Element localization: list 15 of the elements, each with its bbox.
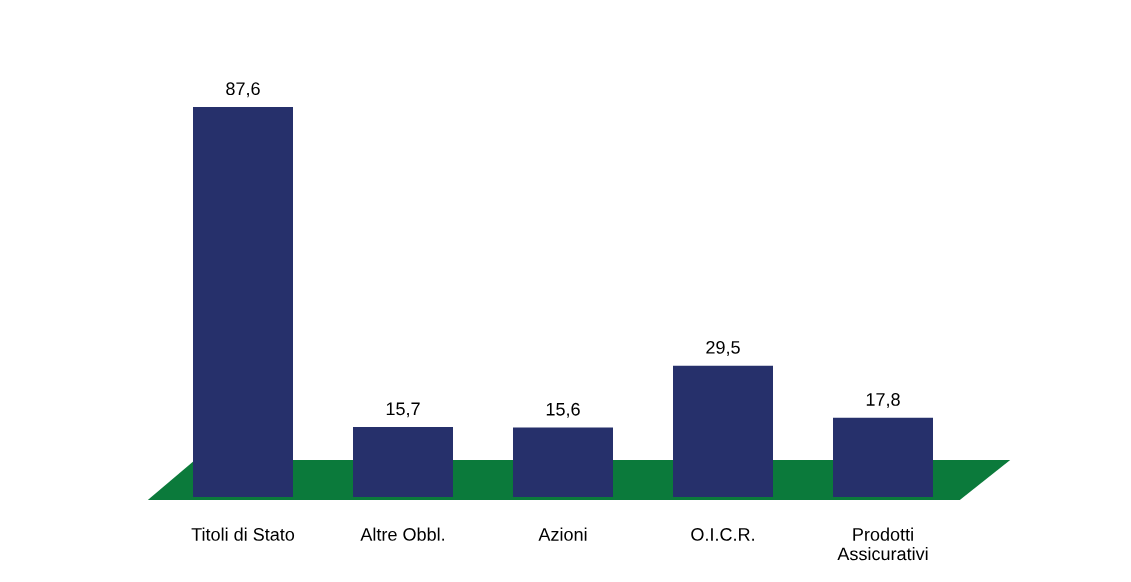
x-tick-label: O.I.C.R. — [691, 528, 754, 541]
data-label: 29,5 — [706, 340, 740, 356]
x-tick-label: Titoli di Stato — [191, 527, 295, 541]
data-label: 87,6 — [226, 82, 260, 98]
bar — [513, 427, 613, 497]
data-label: 15,6 — [546, 402, 580, 418]
x-tick-label: Prodotti Assicurativi — [837, 527, 928, 561]
bar — [833, 417, 933, 497]
data-label: 15,7 — [386, 402, 420, 418]
x-tick-label: Altre Obbl. — [360, 527, 444, 541]
data-label: 17,8 — [866, 393, 900, 408]
bar — [193, 107, 293, 497]
x-tick-label: Azioni — [538, 527, 587, 541]
bar — [353, 427, 453, 497]
bar — [673, 365, 773, 497]
